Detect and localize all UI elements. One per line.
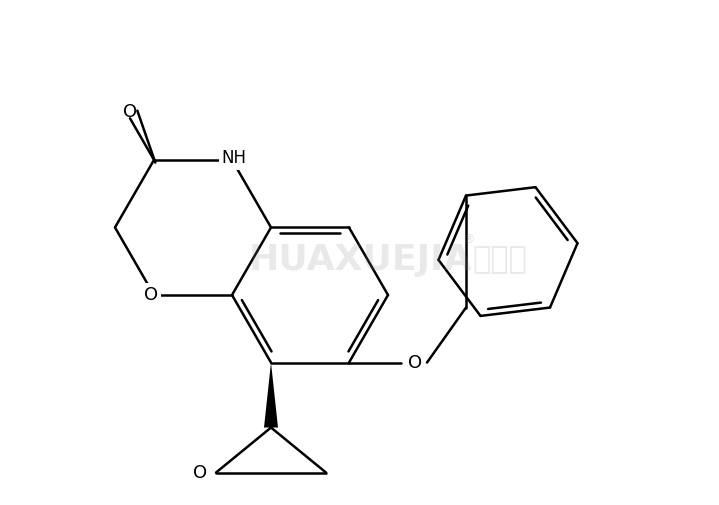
Polygon shape: [264, 363, 278, 428]
Text: O: O: [123, 104, 137, 121]
Text: NH: NH: [221, 149, 247, 167]
Text: O: O: [193, 464, 207, 482]
Text: O: O: [408, 354, 422, 372]
Text: O: O: [144, 286, 158, 304]
Text: HUAXUEJIA: HUAXUEJIA: [248, 243, 472, 277]
Text: 化学加: 化学加: [472, 245, 527, 275]
Text: ®: ®: [462, 233, 475, 246]
